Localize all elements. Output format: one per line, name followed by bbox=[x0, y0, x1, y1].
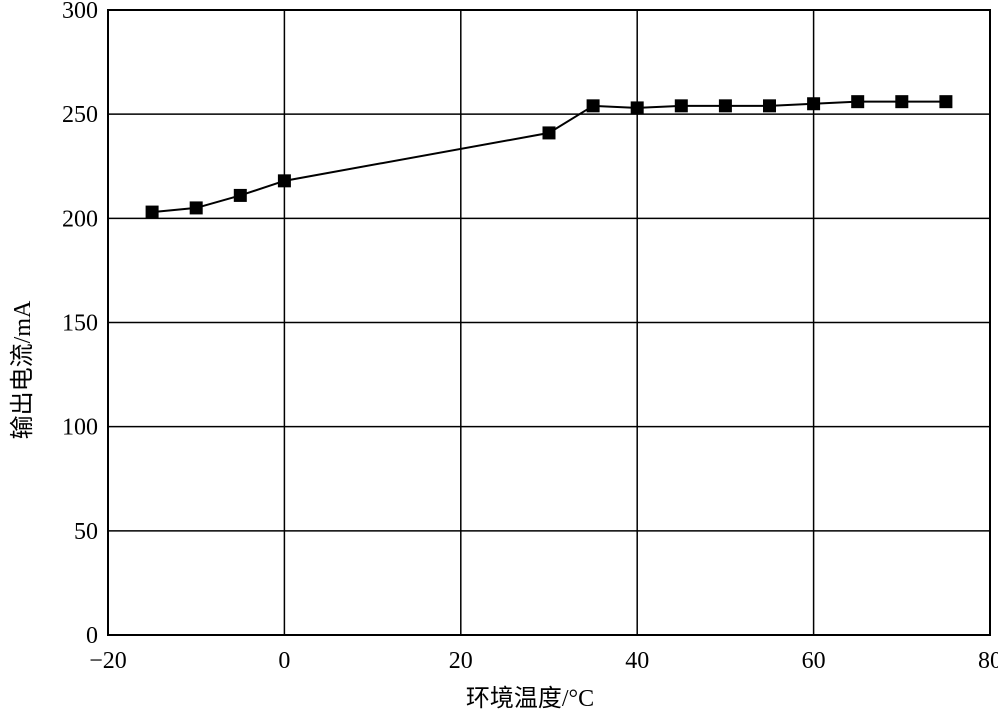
data-point-marker bbox=[233, 188, 247, 202]
y-tick-label: 50 bbox=[74, 519, 98, 545]
y-tick-label: 300 bbox=[62, 0, 98, 24]
y-tick-label: 0 bbox=[86, 623, 98, 649]
data-point-marker bbox=[851, 95, 865, 109]
y-tick-label: 100 bbox=[62, 415, 98, 441]
x-tick-label: 20 bbox=[449, 648, 473, 674]
data-point-marker bbox=[674, 99, 688, 113]
data-point-marker bbox=[763, 99, 776, 113]
x-axis: −20 0 20 40 60 80 bbox=[89, 648, 998, 674]
y-tick-label: 200 bbox=[62, 206, 98, 232]
series-line bbox=[152, 100, 946, 214]
data-point-marker bbox=[807, 97, 821, 111]
series bbox=[145, 95, 953, 219]
data-point-marker bbox=[895, 95, 909, 109]
y-axis-label: 输出电流/mA bbox=[9, 300, 36, 439]
y-tick-label: 250 bbox=[62, 102, 98, 128]
plot-frame bbox=[107, 9, 991, 636]
data-point-marker bbox=[542, 126, 556, 140]
x-tick-label: 40 bbox=[625, 648, 649, 674]
x-axis-label: 环境温度/°C bbox=[466, 685, 594, 712]
data-point-marker bbox=[586, 99, 600, 113]
y-tick-label: 150 bbox=[62, 311, 98, 337]
data-point-marker bbox=[277, 174, 291, 188]
x-tick-label: 60 bbox=[802, 648, 826, 674]
x-tick-label: 0 bbox=[278, 648, 290, 674]
x-tick-label: 80 bbox=[978, 648, 998, 674]
plot-border bbox=[107, 9, 991, 636]
y-axis: 0 50 100 150 200 250 300 bbox=[62, 0, 98, 649]
data-point-marker bbox=[630, 101, 644, 115]
data-point-marker bbox=[145, 205, 159, 219]
data-point-marker bbox=[718, 99, 732, 113]
data-point-marker bbox=[939, 95, 953, 109]
data-point-marker bbox=[189, 201, 203, 215]
x-tick-label: −20 bbox=[89, 648, 127, 674]
